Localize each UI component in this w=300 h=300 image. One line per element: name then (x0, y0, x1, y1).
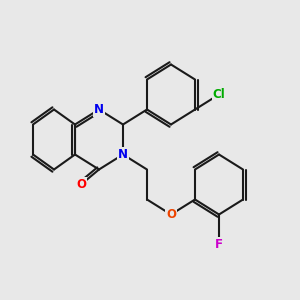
Text: Cl: Cl (213, 88, 225, 101)
Text: N: N (94, 103, 104, 116)
Text: O: O (76, 178, 86, 191)
Text: N: N (118, 148, 128, 161)
Text: F: F (215, 238, 223, 251)
Text: O: O (166, 208, 176, 221)
